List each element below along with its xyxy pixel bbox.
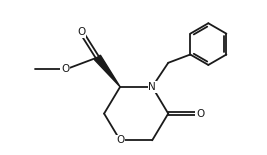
Polygon shape [95,55,120,87]
Text: O: O [61,64,69,75]
Text: O: O [196,109,205,119]
Text: O: O [116,135,124,145]
Text: N: N [148,82,156,92]
Text: O: O [77,27,85,37]
